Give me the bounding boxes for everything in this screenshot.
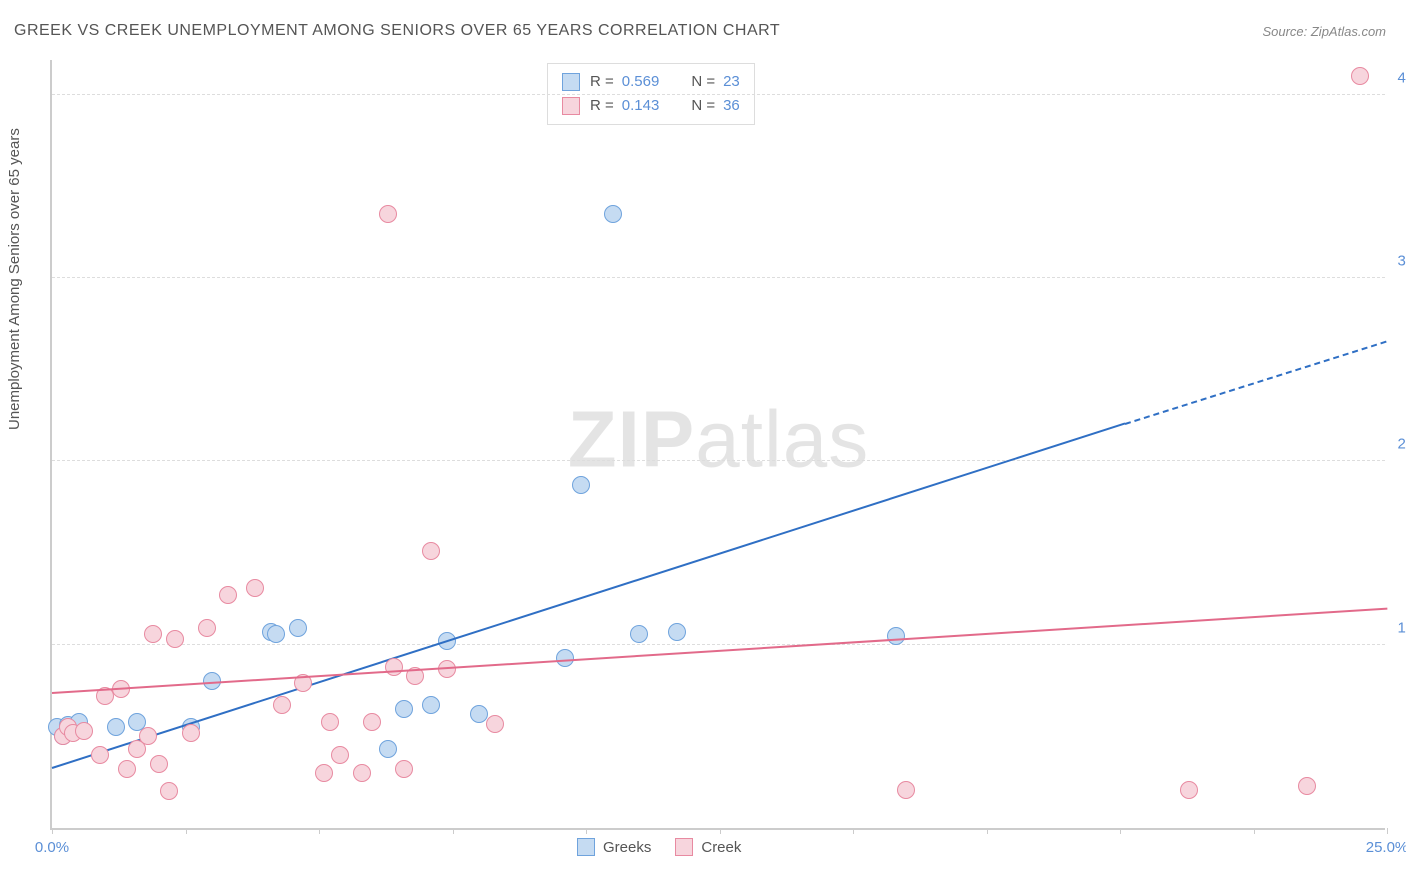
gridline [52, 460, 1385, 461]
data-point [422, 696, 440, 714]
data-point [144, 625, 162, 643]
trend-line [52, 423, 1126, 770]
data-point [668, 623, 686, 641]
legend-swatch [577, 838, 595, 856]
data-point [315, 764, 333, 782]
data-point [422, 542, 440, 560]
source-attribution: Source: ZipAtlas.com [1262, 24, 1386, 39]
data-point [630, 625, 648, 643]
data-point [379, 740, 397, 758]
legend-n-label: N = [691, 94, 715, 118]
plot-area: ZIPatlas R = 0.569N = 23R = 0.143N = 36 … [50, 60, 1385, 830]
x-tick [720, 828, 721, 834]
chart-title: GREEK VS CREEK UNEMPLOYMENT AMONG SENIOR… [14, 22, 780, 40]
data-point [331, 746, 349, 764]
legend-n-value: 36 [723, 94, 740, 118]
data-point [166, 630, 184, 648]
data-point [395, 760, 413, 778]
x-tick [186, 828, 187, 834]
data-point [1298, 777, 1316, 795]
series-legend: Greeks Creek [577, 838, 741, 856]
watermark: ZIPatlas [568, 393, 869, 485]
data-point [363, 713, 381, 731]
x-tick [586, 828, 587, 834]
data-point [321, 713, 339, 731]
gridline [52, 644, 1385, 645]
x-tick [52, 828, 53, 834]
x-tick [319, 828, 320, 834]
y-tick-label: 30.0% [1397, 253, 1406, 270]
data-point [107, 718, 125, 736]
y-tick-label: 10.0% [1397, 619, 1406, 636]
legend-label: Greeks [603, 839, 651, 856]
legend-row: R = 0.143 N = 36 [562, 94, 740, 118]
data-point [91, 746, 109, 764]
data-point [486, 715, 504, 733]
y-tick-label: 20.0% [1397, 436, 1406, 453]
legend-swatch [562, 97, 580, 115]
x-tick [1254, 828, 1255, 834]
x-tick [853, 828, 854, 834]
data-point [289, 619, 307, 637]
data-point [897, 781, 915, 799]
legend-row: R = 0.569 N = 23 [562, 70, 740, 94]
legend-swatch [675, 838, 693, 856]
data-point [246, 579, 264, 597]
legend-item: Creek [675, 838, 741, 856]
data-point [267, 625, 285, 643]
gridline [52, 277, 1385, 278]
x-tick-label: 0.0% [35, 839, 69, 856]
data-point [353, 764, 371, 782]
legend-swatch [562, 73, 580, 91]
data-point [150, 755, 168, 773]
data-point [887, 627, 905, 645]
legend-item: Greeks [577, 838, 651, 856]
data-point [182, 724, 200, 742]
legend-r-value: 0.143 [622, 94, 660, 118]
data-point [75, 722, 93, 740]
x-tick [1120, 828, 1121, 834]
data-point [556, 649, 574, 667]
watermark-bold: ZIP [568, 394, 695, 483]
data-point [572, 476, 590, 494]
data-point [139, 727, 157, 745]
trend-line-dashed [1125, 340, 1387, 424]
data-point [118, 760, 136, 778]
data-point [395, 700, 413, 718]
watermark-rest: atlas [695, 394, 869, 483]
data-point [1351, 67, 1369, 85]
x-tick [1387, 828, 1388, 834]
data-point [379, 205, 397, 223]
data-point [160, 782, 178, 800]
data-point [1180, 781, 1198, 799]
data-point [604, 205, 622, 223]
trend-line [52, 608, 1387, 694]
x-tick [453, 828, 454, 834]
data-point [273, 696, 291, 714]
data-point [219, 586, 237, 604]
x-tick [987, 828, 988, 834]
legend-label: Creek [701, 839, 741, 856]
legend-r-label: R = [590, 70, 614, 94]
legend-r-value: 0.569 [622, 70, 660, 94]
data-point [198, 619, 216, 637]
legend-n-value: 23 [723, 70, 740, 94]
gridline [52, 94, 1385, 95]
y-axis-label: Unemployment Among Seniors over 65 years [6, 128, 23, 430]
legend-n-label: N = [691, 70, 715, 94]
legend-r-label: R = [590, 94, 614, 118]
y-tick-label: 40.0% [1397, 69, 1406, 86]
data-point [385, 658, 403, 676]
x-tick-label: 25.0% [1366, 839, 1406, 856]
